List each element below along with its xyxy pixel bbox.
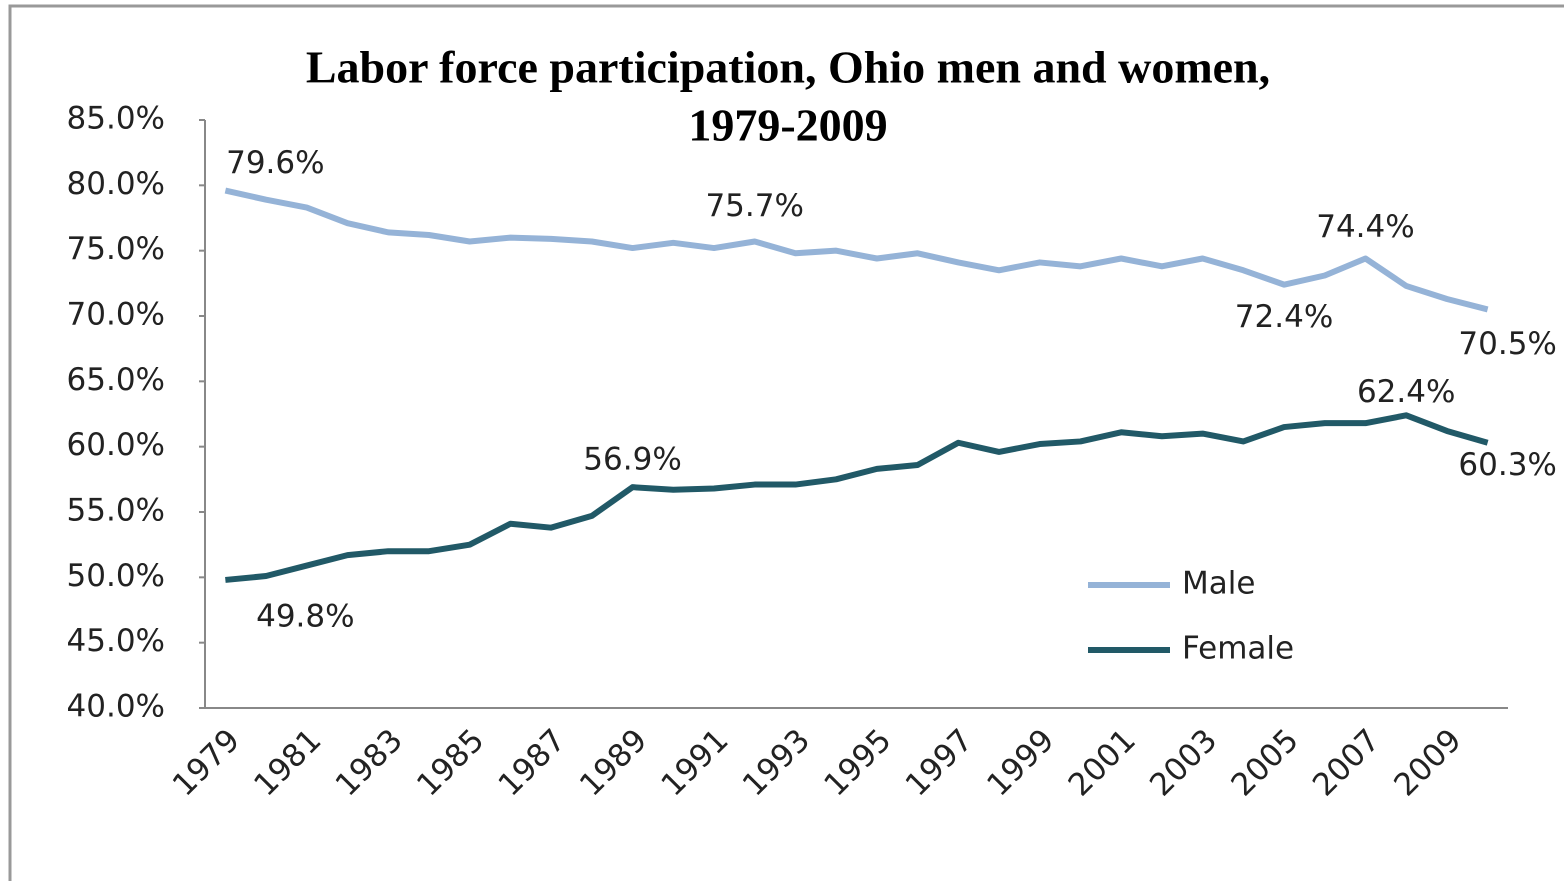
x-tick-label: 1981 bbox=[247, 722, 328, 803]
x-tick-label: 1989 bbox=[573, 722, 654, 803]
y-tick-label: 50.0% bbox=[67, 558, 165, 594]
x-tick-label: 1995 bbox=[817, 722, 898, 803]
y-tick-label: 40.0% bbox=[67, 689, 165, 725]
y-tick-label: 75.0% bbox=[67, 231, 165, 267]
x-tick-label: 2007 bbox=[1306, 722, 1387, 803]
data-label: 75.7% bbox=[705, 188, 803, 224]
x-tick-label: 1985 bbox=[410, 722, 491, 803]
x-tick-label: 1987 bbox=[492, 722, 573, 803]
data-label: 62.4% bbox=[1357, 374, 1455, 410]
data-label: 74.4% bbox=[1316, 209, 1414, 245]
data-label: 70.5% bbox=[1458, 326, 1556, 362]
y-tick-label: 85.0% bbox=[67, 101, 165, 137]
x-tick-label: 1999 bbox=[980, 722, 1061, 803]
x-tick-label: 2009 bbox=[1387, 722, 1468, 803]
frame bbox=[8, 4, 1564, 881]
x-tick-label: 1993 bbox=[736, 722, 817, 803]
legend-label: Female bbox=[1182, 631, 1294, 667]
chart-subtitle: 1979-2009 bbox=[688, 100, 887, 151]
y-tick-label: 70.0% bbox=[67, 297, 165, 333]
y-tick-label: 65.0% bbox=[67, 362, 165, 398]
y-tick-label: 55.0% bbox=[67, 493, 165, 529]
x-tick-label: 1979 bbox=[166, 722, 247, 803]
line-series bbox=[224, 187, 1489, 313]
x-tick-label: 2001 bbox=[1062, 722, 1143, 803]
x-tick-label: 1991 bbox=[654, 722, 735, 803]
chart-title: Labor force participation, Ohio men and … bbox=[306, 42, 1270, 93]
y-tick-label: 80.0% bbox=[67, 166, 165, 202]
data-label: 49.8% bbox=[256, 598, 354, 634]
line-series bbox=[225, 412, 1489, 583]
x-tick-label: 1997 bbox=[899, 722, 980, 803]
x-tick-label: 2003 bbox=[1143, 722, 1224, 803]
x-tick-label: 2005 bbox=[1224, 722, 1305, 803]
y-tick-label: 45.0% bbox=[67, 623, 165, 659]
data-label: 56.9% bbox=[583, 442, 681, 478]
x-tick-label: 1983 bbox=[329, 722, 410, 803]
data-label: 60.3% bbox=[1458, 447, 1556, 483]
data-label: 79.6% bbox=[226, 145, 324, 181]
data-label: 72.4% bbox=[1235, 299, 1333, 335]
y-tick-label: 60.0% bbox=[67, 427, 165, 463]
legend-label: Male bbox=[1182, 566, 1255, 602]
